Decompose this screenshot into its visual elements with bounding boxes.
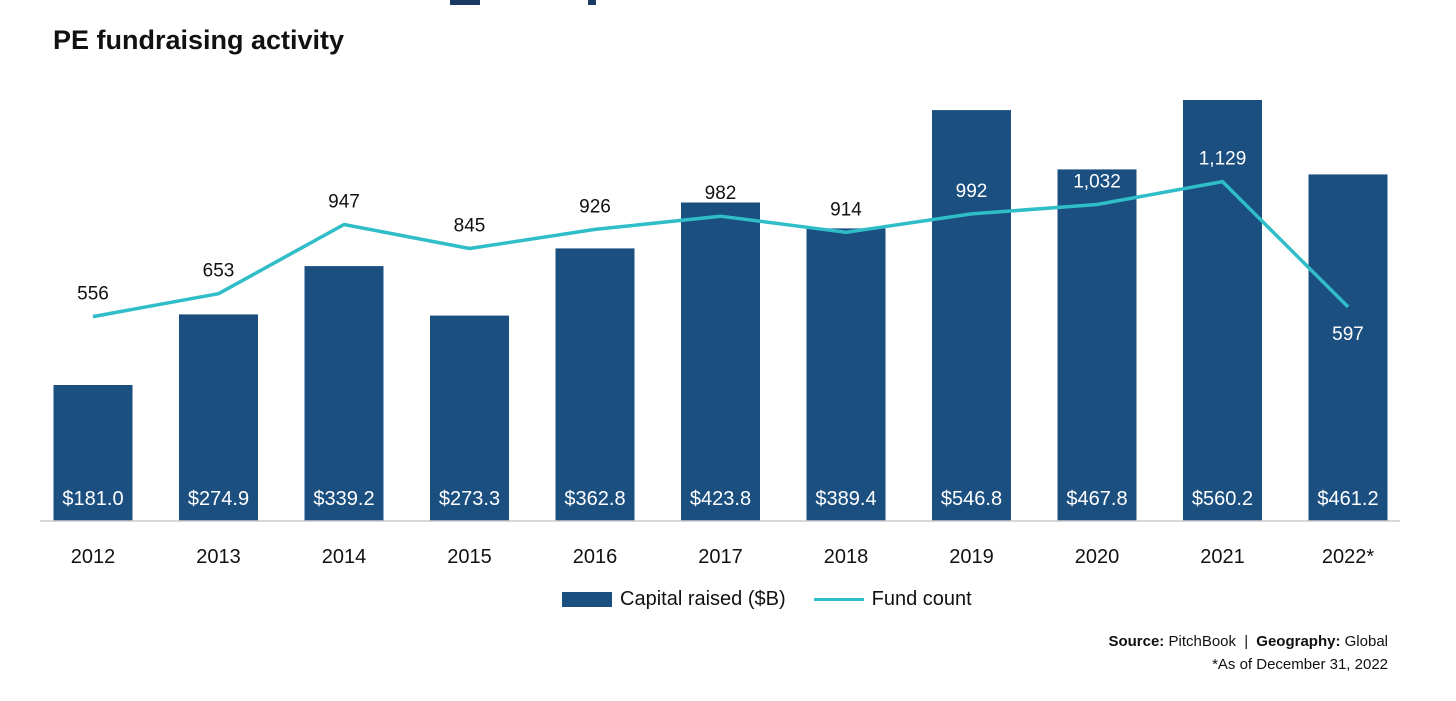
bars-layer [53,100,1388,521]
legend-item-capital: Capital raised ($B) [562,588,786,611]
bar-value-label: $560.2 [1192,488,1253,510]
geography-value: Global [1344,633,1388,650]
fund-count-label: 845 [454,216,486,237]
source-note: Source: PitchBook | Geography: Global [1108,633,1388,650]
x-tick-label: 2014 [322,546,367,568]
geography-label: Geography: [1256,633,1341,650]
bar-value-label: $546.8 [941,488,1002,510]
bar-value-label: $389.4 [815,488,876,510]
line-layer [92,179,1350,319]
bar-value-label: $362.8 [564,488,625,510]
fund-count-label: 1,129 [1199,149,1247,170]
bar-value-label: $181.0 [62,488,123,510]
bar-value-label: $461.2 [1317,488,1378,510]
bar-2014 [304,266,384,521]
fund-count-label: 926 [579,196,611,217]
fund-count-line [92,179,1350,319]
source-value: PitchBook [1168,633,1237,650]
footnote: *As of December 31, 2022 [1212,656,1388,673]
legend-label-capital: Capital raised ($B) [620,588,786,610]
source-separator: | [1244,633,1249,650]
bar-2017 [681,202,760,521]
fund-count-label: 1,032 [1073,172,1121,193]
bar-2012 [53,385,133,521]
x-tick-label: 2018 [824,546,869,568]
legend: Capital raised ($B) Fund count [562,588,1000,611]
bar-labels-layer: $181.0 $274.9 $339.2 $273.3 $362.8 $423.8 $389… [62,488,1378,510]
x-tick-label: 2013 [196,546,241,568]
x-tick-label: 2015 [447,546,492,568]
x-tick-label: 2019 [949,546,994,568]
bar-2015 [430,315,509,521]
chart-title: PE fundraising activity [53,25,345,55]
x-tick-label: 2022* [1322,546,1374,568]
legend-item-fund-count: Fund count [813,588,972,611]
source-label: Source: [1108,633,1165,650]
fund-count-label: 982 [705,183,737,204]
fund-count-label: 947 [328,192,360,213]
legend-label-fund-count: Fund count [871,588,972,610]
x-tick-label: 2020 [1075,546,1120,568]
x-tick-label: 2021 [1200,546,1245,568]
bar-2021 [1183,100,1262,521]
cropped-heading-fragment [445,0,615,8]
fund-count-label: 597 [1332,324,1364,345]
bar-value-label: $423.8 [690,488,751,510]
legend-swatch-bar [562,592,612,607]
bar-2013 [179,314,258,521]
bar-2019 [932,110,1011,521]
bar-2020 [1057,169,1137,521]
x-ticks-layer: 2012 2013 2014 2015 2016 2017 2018 2019 2020 2021… [71,546,1375,568]
x-tick-label: 2017 [698,546,743,568]
fund-count-label: 914 [830,199,862,220]
x-tick-label: 2016 [573,546,618,568]
bar-value-label: $273.3 [439,488,500,510]
bar-value-label: $339.2 [313,488,374,510]
bar-2016 [555,248,635,521]
bar-value-label: $467.8 [1066,488,1127,510]
bar-2018 [806,228,886,521]
bar-2022 [1308,174,1388,521]
fund-count-label: 556 [77,284,109,305]
legend-swatch-line [813,598,864,601]
fund-count-label: 653 [203,261,235,282]
x-tick-label: 2012 [71,546,116,568]
count-labels-layer: 556 653 947 845 926 982 914 992 1,032 1,129 597 [77,149,1364,345]
fund-count-label: 992 [956,181,988,202]
bar-value-label: $274.9 [188,488,249,510]
